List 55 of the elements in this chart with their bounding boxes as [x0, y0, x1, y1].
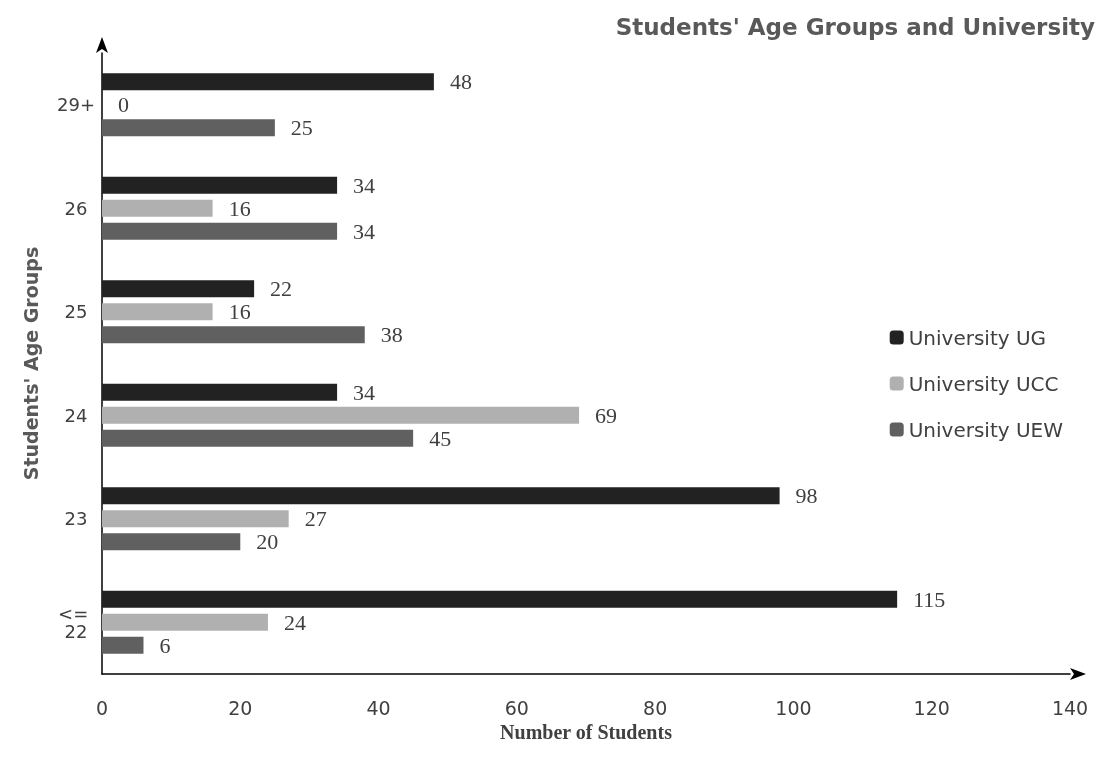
data-label: 24 — [283, 609, 306, 635]
legend-label: University UCC — [908, 371, 1059, 396]
bar — [102, 222, 338, 240]
bar — [102, 119, 275, 137]
y-tick-label: 23 — [64, 508, 88, 530]
data-label: 69 — [595, 402, 618, 428]
data-label: 16 — [228, 299, 251, 325]
data-label: 22 — [270, 276, 293, 302]
y-tick-label: 29+ — [57, 94, 95, 116]
bar — [102, 303, 213, 321]
data-label: 16 — [228, 195, 251, 221]
bar — [102, 510, 289, 528]
data-label: 48 — [449, 69, 472, 95]
data-label: 20 — [256, 529, 279, 555]
bar — [102, 590, 898, 608]
bar — [102, 406, 580, 424]
data-label: 34 — [353, 218, 376, 244]
bar — [102, 73, 434, 91]
bar — [102, 533, 241, 551]
y-tick-label: 25 — [64, 301, 88, 323]
bar — [102, 613, 268, 631]
x-tick-label: 120 — [913, 696, 950, 719]
data-label: 0 — [118, 92, 129, 118]
x-tick-label: 140 — [1051, 696, 1089, 719]
legend-label: University UEW — [908, 417, 1064, 442]
y-tick-label: <= 22 — [58, 602, 94, 642]
x-tick-label: 60 — [504, 696, 529, 719]
data-label: 34 — [353, 379, 376, 405]
data-label: 6 — [159, 632, 171, 658]
y-tick-label: 24 — [64, 404, 88, 426]
bar — [102, 429, 414, 447]
bar — [102, 199, 213, 217]
data-label: 27 — [304, 506, 327, 532]
x-tick-label: 100 — [775, 696, 812, 719]
bar — [102, 280, 255, 298]
x-tick-label: 0 — [95, 696, 109, 719]
bar — [102, 636, 144, 654]
bar — [102, 487, 780, 505]
data-label: 98 — [795, 483, 818, 509]
data-label: 34 — [353, 172, 376, 198]
x-tick-label: 80 — [643, 696, 668, 719]
data-label: 25 — [290, 115, 313, 141]
x-tick-label: 40 — [366, 696, 391, 719]
data-label: 45 — [429, 425, 452, 451]
data-label: 115 — [913, 586, 946, 612]
chart-title: Students' Age Groups and University — [615, 13, 1096, 40]
x-tick-label: 20 — [228, 696, 253, 719]
y-axis-title: Students' Age Groups — [19, 246, 42, 481]
x-axis-title: Number of Students — [500, 720, 673, 743]
bar — [102, 176, 338, 194]
legend-label: University UG — [908, 325, 1047, 350]
y-tick-label: 26 — [64, 197, 88, 219]
data-label: 38 — [380, 322, 403, 348]
bar — [102, 326, 365, 344]
bar — [102, 383, 338, 401]
